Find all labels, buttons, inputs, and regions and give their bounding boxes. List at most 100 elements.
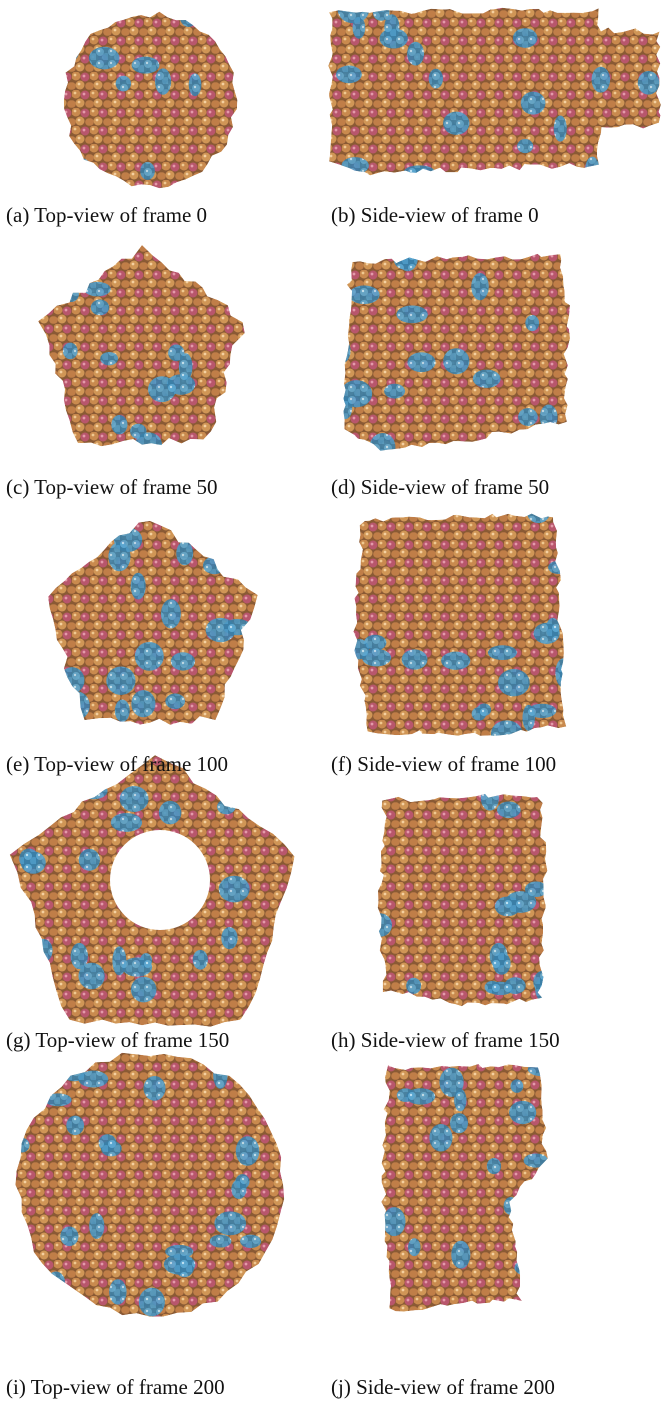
- blue-patch: [159, 801, 181, 824]
- blue-patch: [441, 652, 470, 670]
- blue-patch: [206, 618, 236, 642]
- blue-patch: [404, 165, 436, 179]
- molecule-rendering: [34, 245, 256, 464]
- blue-patch: [0, 909, 21, 938]
- blue-patch: [111, 813, 142, 832]
- blue-patch: [60, 1227, 78, 1247]
- blue-patch: [514, 1260, 539, 1276]
- blue-patch: [84, 282, 111, 296]
- blue-patch: [228, 175, 244, 195]
- blue-patch: [237, 685, 253, 703]
- blue-patch: [130, 424, 146, 439]
- blue-patch: [8, 807, 37, 835]
- blue-patch: [406, 978, 421, 994]
- blue-patch: [235, 1174, 249, 1189]
- blue-patch: [334, 338, 351, 363]
- blue-patch: [11, 1092, 30, 1113]
- blue-patch: [63, 1068, 85, 1082]
- blue-patch: [60, 667, 85, 693]
- blue-patch: [525, 315, 539, 331]
- blue-patch: [99, 1134, 117, 1151]
- blue-patch: [14, 1138, 29, 1153]
- blue-patch: [349, 286, 380, 305]
- blue-patch: [164, 1254, 196, 1275]
- blue-patch: [451, 1241, 470, 1269]
- molecule-rendering: [368, 786, 557, 1006]
- blue-patch: [471, 273, 489, 300]
- blue-patch: [524, 1153, 548, 1167]
- blue-patch: [202, 7, 229, 31]
- molecule-rendering: [334, 240, 570, 464]
- blue-patch: [490, 943, 508, 969]
- blue-patch: [488, 645, 517, 660]
- blue-patch: [70, 158, 91, 175]
- blue-patch: [522, 705, 534, 731]
- blue-patch: [221, 927, 237, 949]
- caption: (d) Side-view of frame 50: [331, 475, 549, 499]
- blue-patch: [336, 66, 362, 84]
- blue-patch: [161, 599, 181, 628]
- blue-patch: [79, 963, 105, 990]
- blue-patch: [527, 502, 550, 523]
- blue-patch: [498, 669, 530, 696]
- blue-patch: [189, 73, 202, 96]
- caption: (a) Top-view of frame 0: [6, 203, 207, 227]
- blue-patch: [592, 67, 611, 93]
- blue-patch: [34, 265, 50, 281]
- blue-patch: [384, 14, 399, 40]
- blue-patch: [384, 384, 405, 399]
- blue-patch: [63, 286, 79, 302]
- blue-patch: [253, 795, 267, 813]
- blue-patch: [402, 649, 428, 669]
- blue-patch: [473, 370, 501, 388]
- blue-patch: [171, 652, 195, 670]
- blue-patch: [558, 663, 575, 685]
- blue-patch: [140, 953, 152, 968]
- blue-patch: [135, 642, 164, 671]
- blue-patch: [608, 153, 627, 177]
- blue-patch: [179, 1, 198, 27]
- molecule-rendering: [381, 1062, 558, 1311]
- molecule-rendering: [328, 0, 661, 183]
- blue-patch: [535, 976, 557, 1003]
- blue-patch: [79, 849, 100, 871]
- blue-patch: [155, 68, 171, 94]
- page: (a) Top-view of frame 0 (b) Side-view of…: [0, 0, 661, 1406]
- blue-patch: [407, 352, 435, 372]
- blue-patch: [63, 343, 78, 360]
- blue-patch: [555, 658, 571, 687]
- blue-patch: [217, 799, 236, 814]
- blue-patch: [91, 300, 110, 316]
- blue-patch: [443, 348, 469, 374]
- blue-patch: [120, 786, 149, 812]
- renderings: [0, 0, 661, 1317]
- blue-patch: [210, 274, 228, 291]
- blue-patch: [111, 415, 127, 434]
- blue-patch: [347, 702, 362, 721]
- blue-patch: [112, 946, 126, 975]
- blue-patch: [509, 1101, 536, 1124]
- blue-patch: [187, 726, 206, 745]
- blue-patch: [210, 1235, 232, 1248]
- blue-patch: [495, 897, 521, 917]
- blue-patch: [398, 244, 418, 271]
- blue-patch: [450, 1113, 468, 1133]
- molecule-rendering: [11, 1053, 285, 1317]
- blue-patch: [627, 138, 657, 166]
- blue-patch: [585, 157, 599, 182]
- blue-patch: [353, 17, 366, 39]
- blue-patch: [165, 694, 185, 710]
- blue-patch: [55, 36, 80, 63]
- blue-patch: [396, 306, 427, 324]
- blue-patch: [114, 528, 142, 552]
- blue-patch: [46, 550, 67, 576]
- blue-patch: [131, 573, 146, 600]
- blue-patch: [439, 1068, 463, 1097]
- blue-patch: [528, 1062, 558, 1076]
- blue-patch: [64, 691, 90, 719]
- blue-patch: [368, 913, 392, 937]
- blue-patch: [193, 950, 208, 970]
- blue-patch: [45, 1093, 72, 1106]
- blue-patch: [370, 433, 396, 461]
- blue-patch: [341, 157, 369, 174]
